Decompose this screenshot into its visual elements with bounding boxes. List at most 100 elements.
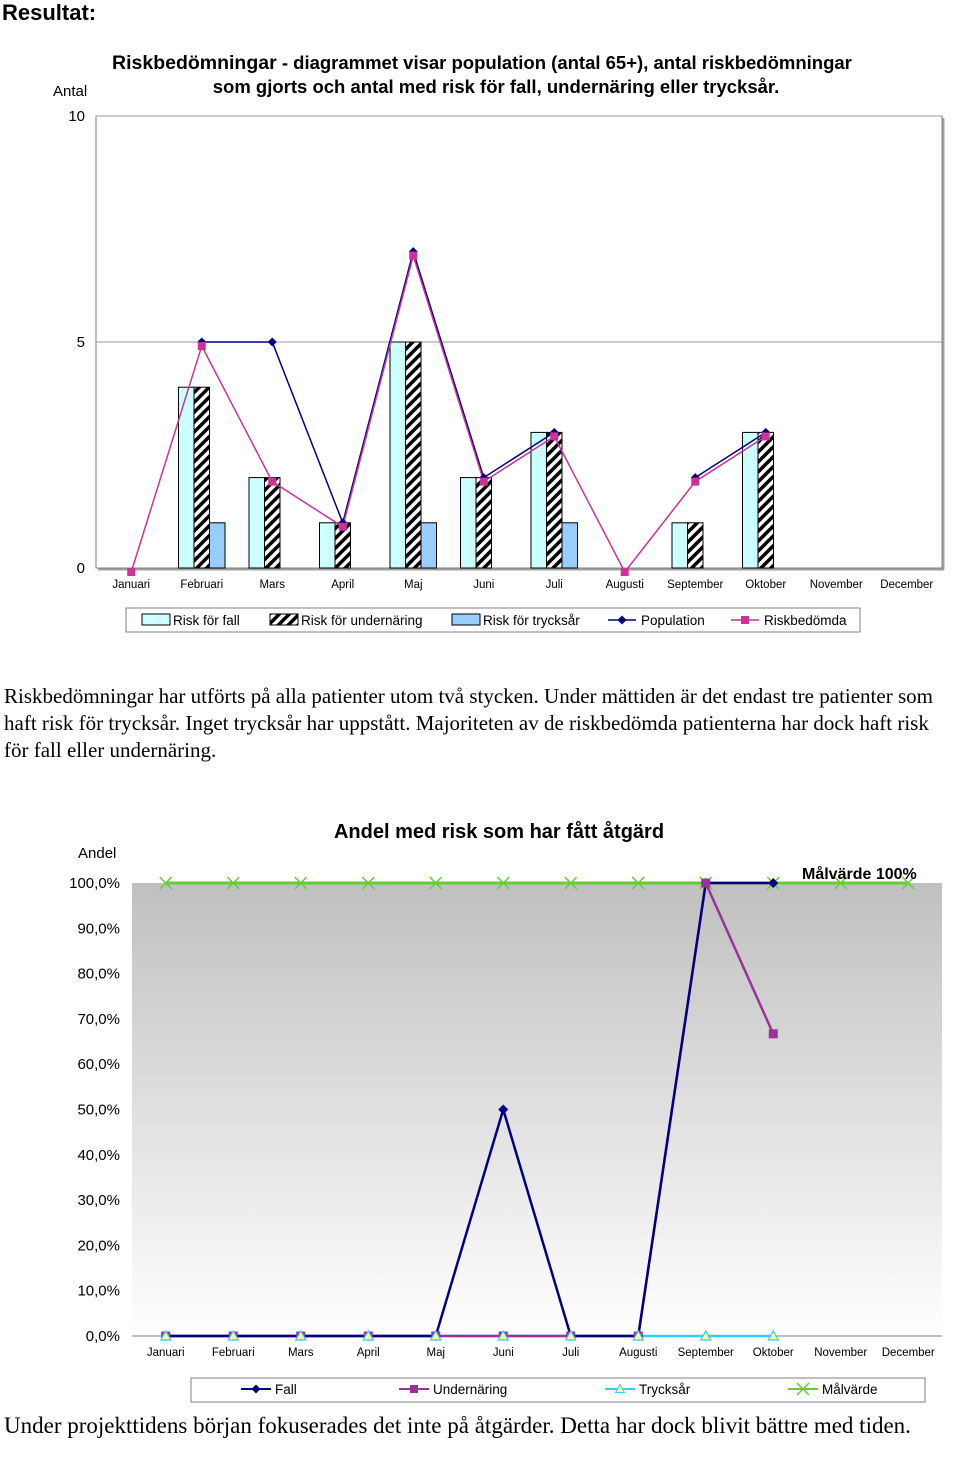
x-tick-label-februari: Februari — [212, 1347, 255, 1359]
x-tick-label-juli: Juli — [546, 579, 563, 591]
x-tick-label-januari: Januari — [112, 579, 150, 591]
malvarde-point — [564, 876, 578, 890]
y-tick-label: 30,0% — [77, 1192, 120, 1209]
legend-marker — [251, 1384, 261, 1394]
legend-label-riskbedömda: Riskbedömda — [764, 613, 847, 628]
legend-swatch-risk-för-fall — [141, 613, 171, 626]
bar-risk-undernaring — [193, 386, 210, 569]
chart-title: Andel med risk som har fått åtgärd — [334, 820, 664, 843]
x-tick-label-juni: Juni — [473, 579, 494, 591]
riskbedomda-point — [550, 432, 559, 441]
y-tick-label: 70,0% — [77, 1011, 120, 1028]
action-share-chart: Andel med risk som har fått åtgärd Andel 0… — [69, 820, 942, 1403]
legend-marker — [410, 1385, 418, 1393]
legend-marker — [796, 1382, 810, 1396]
y-tick-label: 10 — [68, 108, 85, 125]
x-tick-label-september: September — [667, 579, 723, 591]
chart-title-line2: som gjorts och antal med risk för fall, … — [213, 76, 779, 97]
bar-risk-trycksar — [420, 522, 437, 569]
legend-label-risk-för-undernäring: Risk för undernäring — [301, 613, 423, 628]
malvarde-point — [226, 876, 240, 890]
trycksar-point — [429, 1329, 442, 1341]
bar-risk-undernaring — [687, 522, 704, 569]
chart-title-bold: Riskbedömningar — [112, 52, 277, 74]
riskbedomda-point — [409, 251, 418, 260]
malvarde-point — [496, 876, 510, 890]
riskbedomda-point — [479, 477, 488, 486]
fall-line — [165, 881, 774, 1338]
legend-swatch-risk-för-trycksår — [451, 613, 481, 626]
x-tick-label-december: December — [882, 1347, 935, 1359]
legend-label-risk-för-fall: Risk för fall — [173, 613, 240, 628]
x-tick-label-maj: Maj — [404, 579, 423, 591]
x-tick-label-november: November — [814, 1347, 867, 1359]
legend-label-målvärde: Målvärde — [822, 1382, 878, 1397]
y-axis-label: Andel — [78, 845, 116, 862]
riskbedomda-point — [127, 568, 136, 576]
riskbedomda-point — [691, 477, 700, 486]
y-tick-label: 80,0% — [77, 966, 120, 983]
undernaring-point — [701, 878, 711, 888]
plot-area — [132, 883, 942, 1336]
malvarde-point — [631, 876, 645, 890]
trycksar-point — [632, 1329, 645, 1341]
x-tick-label-december: December — [880, 579, 933, 591]
bar-risk-trycksar — [209, 522, 226, 569]
chart-title: Riskbedömningar - diagrammet visar popul… — [112, 52, 852, 74]
conclusion-paragraph: Under projekttidens början fokuserades d… — [4, 1413, 911, 1438]
y-tick-label: 20,0% — [77, 1237, 120, 1254]
x-tick-label-april: April — [357, 1347, 380, 1359]
trycksar-point — [227, 1329, 240, 1341]
legend-label-undernäring: Undernäring — [433, 1382, 507, 1397]
chart-title-rest: - diagrammet visar population (antal 65+… — [277, 52, 852, 73]
y-tick-label: 0,0% — [86, 1328, 120, 1345]
legend-marker — [614, 1383, 626, 1393]
summary-paragraph: Riskbedömningar har utförts på alla pati… — [4, 684, 933, 762]
riskbedomda-point — [620, 568, 629, 576]
risk-assessment-chart: Riskbedömningar - diagrammet visar popul… — [53, 52, 945, 633]
fall-point — [768, 878, 779, 888]
x-tick-label-mars: Mars — [288, 1347, 314, 1359]
trycksar-point — [699, 1329, 712, 1341]
x-tick-label-februari: Februari — [180, 579, 223, 591]
y-tick-label: 40,0% — [77, 1147, 120, 1164]
page-heading: Resultat: — [2, 0, 97, 25]
x-tick-label-augusti: Augusti — [606, 579, 644, 591]
malvarde-point — [159, 876, 173, 890]
x-tick-label-september: September — [678, 1347, 734, 1359]
malvarde-point — [294, 876, 308, 890]
legend-label-population: Population — [641, 613, 705, 628]
legend-swatch-risk-för-undernäring — [269, 613, 299, 626]
y-axis-label: Antal — [53, 83, 87, 100]
undernaring-point — [768, 1029, 778, 1039]
legend-label-trycksår: Trycksår — [639, 1382, 691, 1397]
x-tick-label-november: November — [810, 579, 863, 591]
target-annotation: Målvärde 100% — [802, 865, 917, 883]
population-line — [201, 248, 555, 526]
malvarde-point — [834, 876, 848, 890]
riskbedomda-point — [268, 477, 277, 486]
fall-point — [498, 1104, 509, 1115]
y-tick-label: 50,0% — [77, 1102, 120, 1119]
bar-risk-trycksar — [561, 522, 578, 569]
malvarde-point — [901, 876, 915, 890]
population-point — [267, 337, 277, 347]
x-tick-label-juni: Juni — [493, 1347, 514, 1359]
x-tick-label-oktober: Oktober — [753, 1347, 794, 1359]
bar-risk-undernaring — [405, 341, 422, 569]
y-tick-label: 5 — [77, 334, 85, 351]
legend-label-fall: Fall — [275, 1382, 297, 1397]
riskbedomda-point — [761, 432, 770, 441]
population-line — [694, 431, 767, 479]
trycksar-point — [497, 1329, 510, 1341]
x-tick-label-mars: Mars — [259, 579, 285, 591]
x-tick-label-oktober: Oktober — [745, 579, 786, 591]
y-tick-label: 10,0% — [77, 1283, 120, 1300]
y-tick-label: 60,0% — [77, 1056, 120, 1073]
y-tick-label: 0 — [77, 560, 85, 577]
y-tick-label: 100,0% — [69, 875, 120, 892]
trycksar-point — [767, 1329, 780, 1341]
legend-label-risk-för-trycksår: Risk för trycksår — [483, 613, 580, 628]
malvarde-point — [429, 876, 443, 890]
legend-marker — [617, 615, 627, 625]
